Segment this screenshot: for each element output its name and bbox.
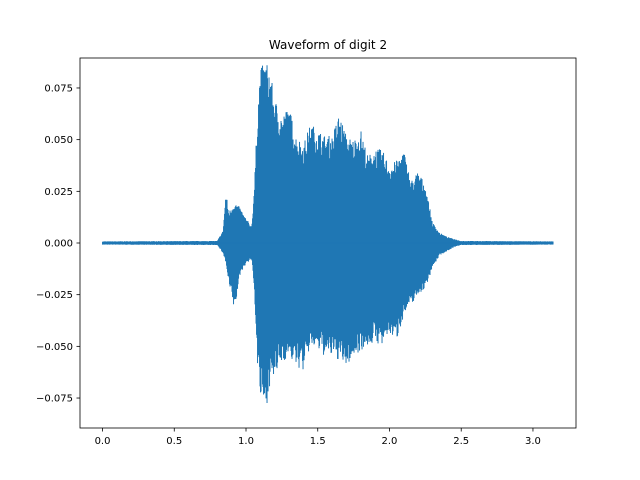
y-tick-label: −0.050 (36, 342, 73, 353)
x-tick-label: 3.0 (525, 436, 541, 447)
x-tick-label: 0.5 (166, 436, 182, 447)
x-tick-label: 1.5 (310, 436, 326, 447)
x-axis: 0.0 0.5 1.0 1.5 2.0 2.5 3.0 (95, 428, 541, 447)
y-tick-label: −0.025 (36, 290, 73, 301)
x-tick-label: 2.5 (453, 436, 469, 447)
plot-area (102, 65, 554, 403)
axes-frame (79, 57, 577, 429)
x-tick-label: 1.0 (238, 436, 254, 447)
y-axis: −0.075 −0.050 −0.025 0.000 0.025 0.050 0.075 (36, 83, 80, 405)
y-tick-label: 0.075 (44, 83, 73, 94)
x-tick-label: 2.0 (382, 436, 398, 447)
chart-title: Waveform of digit 2 (269, 38, 387, 52)
y-tick-label: 0.000 (44, 239, 73, 250)
x-tick-label: 0.0 (95, 436, 111, 447)
y-tick-label: 0.025 (44, 187, 73, 198)
y-tick-label: 0.050 (44, 135, 73, 146)
y-tick-label: −0.075 (36, 394, 73, 405)
